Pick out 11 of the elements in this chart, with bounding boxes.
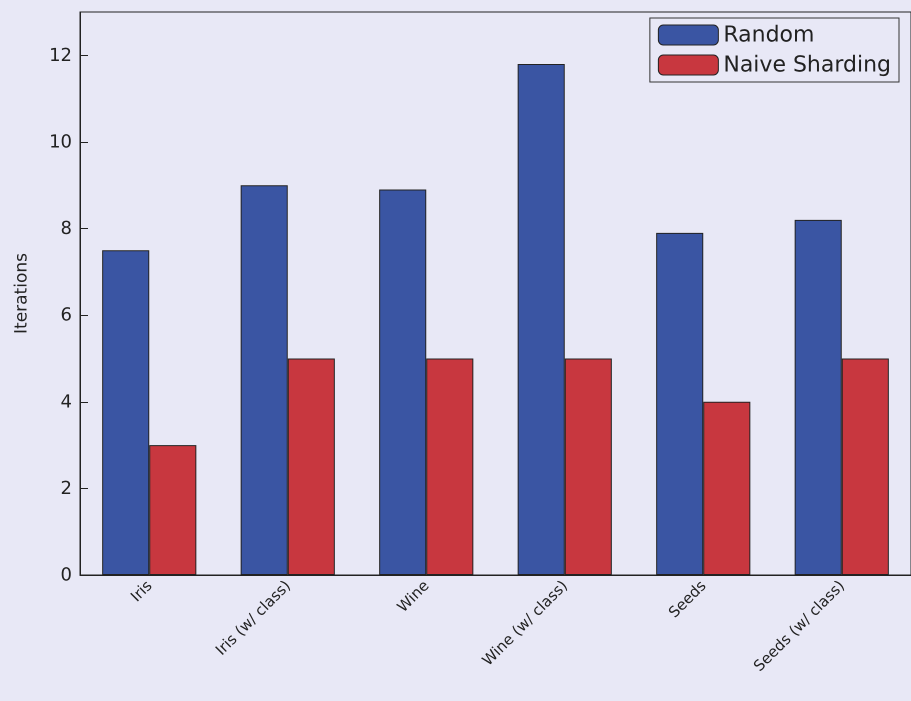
y-tick-label: 6 [60,304,72,326]
y-tick-label: 8 [60,218,72,240]
legend-label: Random [723,22,814,48]
y-tick-label: 10 [49,131,72,152]
legend-label: Naive Sharding [723,52,892,78]
y-tick-label: 4 [60,391,72,412]
y-tick-label: 2 [60,478,72,499]
y-tick-label: 12 [49,44,72,66]
y-tick-label: 0 [60,564,72,586]
x-tick-label: Iris [126,576,156,606]
y-axis-title: Iterations [12,252,32,334]
